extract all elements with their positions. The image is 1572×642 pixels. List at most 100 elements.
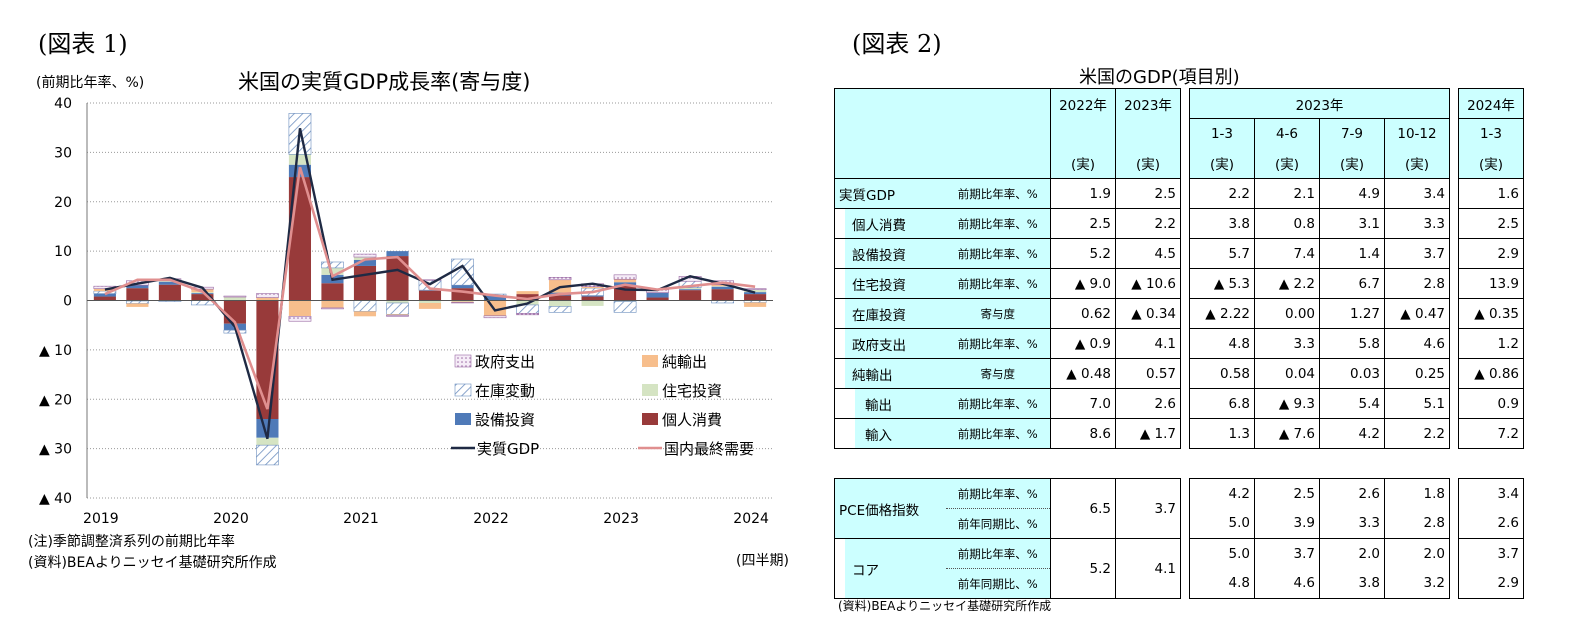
row-value: 7.0 (1050, 388, 1116, 419)
row-unit: 前期比年率、% (945, 208, 1051, 239)
x-tick-label: 2020 (213, 511, 249, 527)
chart-source: (資料)BEAよりニッセイ基礎研究所作成 (28, 555, 277, 571)
row-value: 3.8 (1319, 568, 1385, 599)
row-unit: 前期比年率、% (945, 268, 1051, 299)
legend-label: 実質GDP (477, 440, 539, 458)
table-row: 輸出 前期比年率、% 7.0 2.6 6.8 ▲ 9.3 5.4 5.1 0.9 (834, 388, 1524, 419)
row-name: 在庫投資 (834, 298, 946, 329)
row-value: 7.4 (1254, 238, 1320, 269)
bar-個人消費 (386, 256, 409, 301)
header-actual: (実) (1115, 148, 1181, 179)
y-tick-label: ▲ 30 (39, 442, 72, 458)
legend-label: 住宅投資 (662, 382, 722, 400)
row-unit: 前期比年率、% (945, 418, 1051, 449)
table-row: 政府支出 前期比年率、% ▲ 0.9 4.1 4.8 3.3 5.8 4.6 1.2 (834, 328, 1524, 359)
bar-純輸出 (516, 291, 539, 295)
row-value: 2.9 (1458, 568, 1524, 599)
table-row: 個人消費 前期比年率、% 2.5 2.2 3.8 0.8 3.1 3.3 2.5 (834, 208, 1524, 239)
row-value: ▲ 0.35 (1458, 298, 1524, 329)
bar-純輸出 (93, 288, 116, 292)
bar-在庫変動 (386, 302, 409, 315)
bar-純輸出 (581, 286, 604, 289)
row-name: 輸入 (834, 418, 946, 449)
bar-住宅投資 (679, 287, 702, 290)
row-value: ▲ 5.3 (1189, 268, 1255, 299)
row-value: 4.2 (1189, 478, 1255, 509)
y-tick-label: 0 (63, 294, 72, 310)
row-value: 3.7 (1115, 478, 1181, 539)
row-unit: 前年同期比、% (945, 568, 1051, 599)
row-name: 設備投資 (834, 238, 946, 269)
legend-label: 政府支出 (475, 353, 535, 371)
legend-swatch (454, 354, 472, 368)
bar-個人消費 (516, 294, 539, 301)
header-2023-quarters: 2023年 (1189, 88, 1450, 119)
bar-政府支出 (516, 313, 539, 316)
bar-住宅投資 (288, 154, 312, 165)
row-value: ▲ 0.48 (1050, 358, 1116, 389)
row-value: 2.2 (1189, 178, 1255, 209)
row-value: 3.7 (1254, 538, 1320, 569)
bar-設備投資 (191, 293, 214, 295)
y-tick-label: 40 (54, 96, 72, 112)
bar-住宅投資 (158, 280, 181, 282)
chart-title: 米国の実質GDP成長率(寄与度) (238, 70, 531, 94)
legend-swatch (454, 383, 472, 397)
bar-個人消費 (126, 288, 149, 301)
legend-swatch (642, 384, 658, 396)
table-row: 前年同期比、% 4.8 4.6 3.8 3.2 2.9 (835, 568, 1524, 599)
row-value: 5.0 (1189, 538, 1255, 569)
bar-住宅投資 (386, 300, 409, 303)
row-value: 0.04 (1254, 358, 1320, 389)
row-value: 4.9 (1319, 178, 1385, 209)
row-value: 2.0 (1319, 538, 1385, 569)
row-value: 5.2 (1050, 238, 1116, 269)
bar-純輸出 (386, 314, 409, 316)
bar-設備投資 (451, 285, 474, 289)
row-value: ▲ 9.0 (1050, 268, 1116, 299)
header-blank-cell (834, 88, 1051, 179)
bar-純輸出 (451, 301, 474, 303)
bar-政府支出 (353, 253, 377, 258)
row-value: 2.5 (1050, 208, 1116, 239)
bar-設備投資 (744, 292, 767, 295)
row-unit: 前年同期比、% (945, 508, 1051, 539)
bar-政府支出 (288, 315, 312, 322)
bar-個人消費 (744, 294, 767, 301)
row-value: 4.8 (1189, 568, 1255, 599)
row-value: 5.1 (1384, 388, 1450, 419)
row-value: 2.9 (1458, 238, 1524, 269)
bar-政府支出 (256, 293, 279, 298)
row-value: 5.2 (1050, 538, 1116, 599)
bar-政府支出 (321, 307, 344, 310)
header-2022: 2022年 (1050, 88, 1116, 119)
row-value: 1.6 (1458, 178, 1524, 209)
header-q3: 7-9 (1319, 118, 1385, 149)
header-actual: (実) (1254, 148, 1320, 179)
row-unit: 前期比年率、% (945, 178, 1051, 209)
bar-設備投資 (679, 289, 702, 291)
row-value: 5.7 (1189, 238, 1255, 269)
row-value: 4.8 (1189, 328, 1255, 359)
bar-純輸出 (744, 302, 767, 307)
row-value: 3.3 (1384, 208, 1450, 239)
row-value: 0.25 (1384, 358, 1450, 389)
header-q1-2024: 1-3 (1458, 118, 1524, 149)
row-value: 3.4 (1458, 478, 1524, 509)
row-value: 3.2 (1384, 568, 1450, 599)
header-2024: 2024年 (1458, 88, 1524, 119)
legend-label: 国内最終需要 (664, 440, 754, 458)
row-value: 0.00 (1254, 298, 1320, 329)
y-tick-label: 10 (54, 244, 72, 260)
header-row-actual: (実) (実) (実) (実) (実) (実) (実) (835, 148, 1524, 179)
row-name: 輸出 (834, 388, 946, 419)
row-value: 2.0 (1384, 538, 1450, 569)
bar-住宅投資 (256, 437, 279, 446)
row-value: ▲ 2.22 (1189, 298, 1255, 329)
header-actual: (実) (1384, 148, 1450, 179)
header-2023: 2023年 (1115, 88, 1181, 119)
bar-設備投資 (126, 285, 149, 289)
row-value: 2.8 (1384, 268, 1450, 299)
table-row: コア 前期比年率、% 5.2 4.1 5.0 3.7 2.0 2.0 3.7 (834, 538, 1524, 599)
row-value: 0.03 (1319, 358, 1385, 389)
